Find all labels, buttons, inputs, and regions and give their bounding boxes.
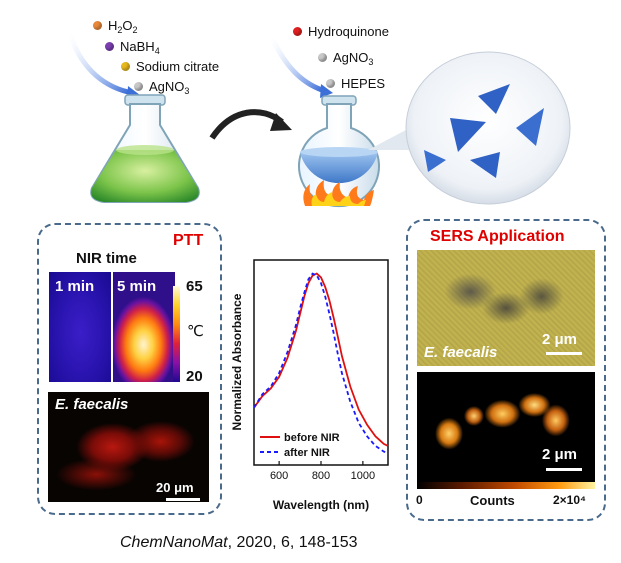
x-axis-label: Wavelength (nm) [273,498,369,512]
agno3-dot-left [134,82,143,91]
sodium-citrate-dot [121,62,130,71]
legend-after: after NIR [284,447,330,459]
reagent-agno3-right: AgNO3 [333,50,374,68]
absorbance-chart: Normalized Absorbance Wavelength (nm) 60… [230,259,389,512]
ptt-title: PTT [173,232,204,249]
nanoprism-triangle [450,118,486,152]
series-line-after-nir [253,272,389,455]
reagent-nabh4: NaBH4 [120,39,160,57]
x-ticks: 600 800 1000 [270,461,375,482]
nir-time-label: NIR time [76,250,137,267]
legend: before NIR after NIR [260,432,340,459]
citation-details: , 2020, 6, 148-153 [227,534,358,551]
series-line-before-nir [253,272,389,447]
y-axis-label: Normalized Absorbance [230,293,244,430]
colorbar-max: 65 [186,278,203,295]
flame-icon [303,180,374,206]
sers-panel [406,219,606,521]
reagent-sodium-citrate: Sodium citrate [136,59,220,74]
optical-image [417,250,595,366]
nanoprism-triangle [470,152,500,178]
thermal-image-1min [49,272,112,382]
optical-scale-label: 2 μm [542,331,578,348]
citation: ChemNanoMat, 2020, 6, 148-153 [120,534,358,552]
counts-colorbar [417,482,595,489]
hydroquinone-dot [293,27,302,36]
reagent-agno3-left: AgNO3 [149,79,190,97]
nanoprism-triangle [424,150,446,172]
legend-before: before NIR [284,432,340,444]
fluorescence-image [48,392,209,502]
right-reagent-arrow [269,36,323,93]
colorbar-min: 20 [186,368,203,385]
reagent-hydroquinone: Hydroquinone [308,24,389,39]
optical-scale-bar [546,352,582,355]
agno3-dot-right [318,53,327,62]
fluorescence-organism: E. faecalis [55,396,129,413]
counts-min: 0 [416,493,423,507]
sers-title: SERS Application [430,228,565,245]
hepes-dot [326,79,335,88]
x-tick-label: 1000 [351,470,375,482]
erlenmeyer-flask [90,94,200,203]
synthesis-scheme [67,33,571,208]
thermal-image-5min [112,272,175,382]
nanoprism-triangle [478,84,510,114]
left-reagent-arrow [67,33,129,95]
time-label-1min: 1 min [55,278,95,295]
time-label-5min: 5 min [117,278,157,295]
h2o2-dot [93,21,102,30]
thermal-divider [111,272,113,382]
reagent-hepes: HEPES [341,76,386,91]
colorbar-unit: ℃ [187,322,204,340]
counts-label: Counts [470,493,515,508]
counts-max: 2×10⁴ [553,493,586,507]
process-arrow [209,109,284,140]
sers-map [417,372,595,482]
ptt-panel [37,223,222,515]
round-bottom-flask [298,95,380,208]
citation-journal: ChemNanoMat [120,534,228,551]
plot-frame [253,259,389,466]
optical-organism: E. faecalis [424,344,498,361]
x-tick-label: 600 [270,470,288,482]
series-lines [253,272,389,455]
fluorescence-scale-bar [166,498,200,501]
sers-scale-bar [546,468,582,471]
nanoprism-triangle [516,108,544,146]
reagent-h2o2: H2O2 [108,18,138,36]
nabh4-dot [105,42,114,51]
nanoprism-bubble [368,51,571,205]
sers-scale-label: 2 μm [542,446,578,463]
temperature-colorbar [173,286,180,382]
fluorescence-scale-label: 20 μm [156,480,194,495]
x-tick-label: 800 [312,470,330,482]
